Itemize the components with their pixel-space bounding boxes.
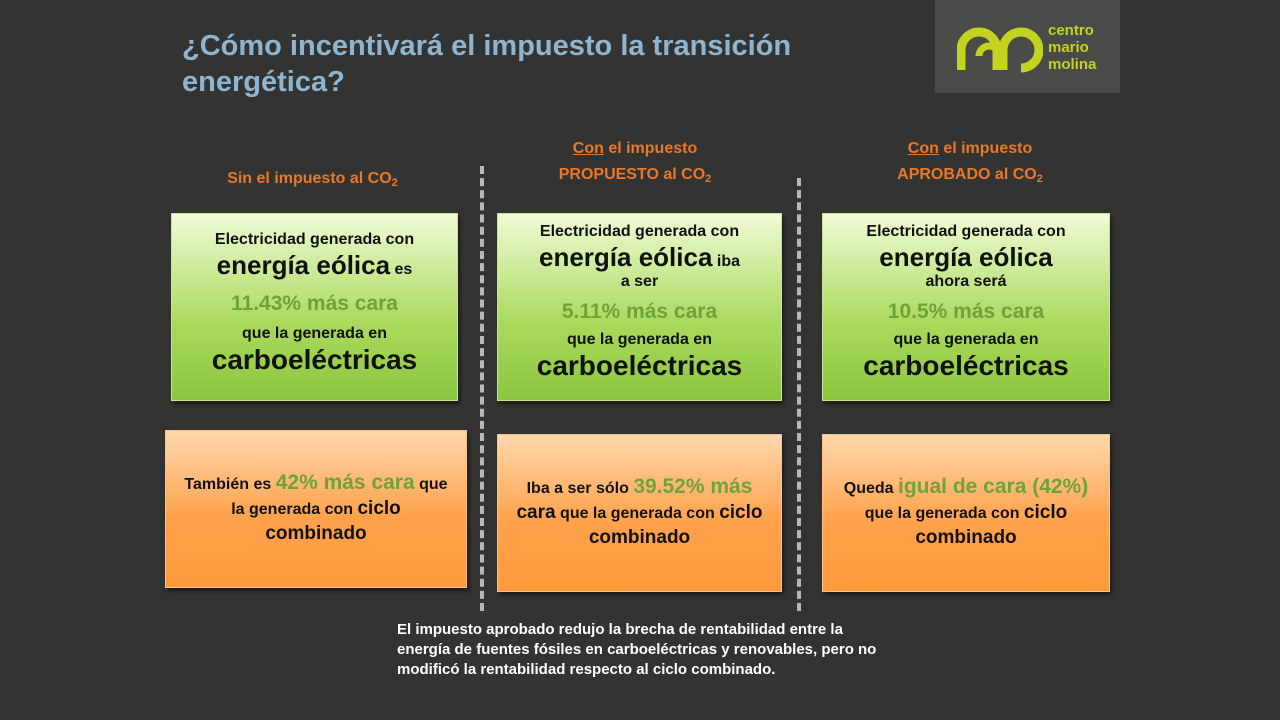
column-3-green-small: ahora será (925, 273, 1007, 290)
slide-title: ¿Cómo incentivará el impuesto la transic… (182, 30, 792, 98)
column-3-green-line1: Electricidad generada con (866, 223, 1066, 240)
column-3-heading-line2: APROBADO al CO (897, 166, 1037, 183)
column-2-green-small: a ser (620, 273, 659, 290)
column-3-heading: Con el impuesto APROBADO al CO2 (825, 136, 1115, 188)
column-2-orange-mid-big: cara (516, 502, 556, 523)
column-3-orange-text: Queda igual de cara (42%) que la generad… (823, 475, 1109, 551)
column-2-heading-sub: 2 (705, 173, 712, 185)
column-2-heading-line2: PROPUESTO al CO (558, 166, 706, 183)
column-2-orange-text: Iba a ser sólo 39.52% más cara que la ge… (498, 475, 781, 551)
column-2-green-line1: Electricidad generada con (539, 223, 740, 240)
column-2-heading-underlined: Con (572, 140, 604, 157)
column-1-green-line1: Electricidad generada con (214, 231, 415, 248)
column-1-green-after-big: es (394, 261, 413, 278)
column-1-green-pct: 11.43% más cara (231, 292, 398, 315)
column-1-heading-sub: 2 (391, 177, 398, 189)
centro-mario-molina-logo-icon (957, 27, 1043, 73)
conclusion-note: El impuesto aprobado redujo la brecha de… (397, 621, 877, 678)
column-3-green-last: carboeléctricas (863, 350, 1069, 381)
column-1-orange-mid: que la generada con (231, 476, 448, 518)
column-1-orange-green: 42% más cara (275, 471, 415, 494)
column-3-green-pct: 10.5% más cara (887, 300, 1045, 323)
column-2-green-last: carboeléctricas (536, 350, 743, 381)
column-1-green-line4: que la generada en (242, 325, 387, 342)
column-2-orange-big: ciclo combinado (588, 502, 763, 548)
column-3-combined-cycle-box: Queda igual de cara (42%) que la generad… (822, 434, 1110, 592)
column-1-orange-pre: También es (184, 476, 276, 493)
logo-line2: mario (1048, 39, 1089, 56)
column-3-heading-underlined: Con (907, 140, 939, 157)
column-3-heading-line1: el impuesto (938, 140, 1033, 157)
column-1-combined-cycle-box: También es 42% más cara que la generada … (165, 430, 467, 588)
column-3-orange-mid: que la generada con (864, 505, 1024, 522)
column-3-orange-pre: Queda (843, 480, 898, 497)
column-3-green-line4: que la generada en (893, 331, 1039, 348)
logo: centro mario molina (935, 0, 1120, 93)
column-2-green-big: energía eólica (539, 242, 713, 272)
column-1-green-last: carboeléctricas (211, 344, 418, 375)
column-3-orange-green: igual de cara (42%) (897, 475, 1089, 498)
column-2-green-line4: que la generada en (567, 331, 712, 348)
column-3-green-big: energía eólica (879, 242, 1053, 272)
column-2-orange-pre: Iba a ser sólo (526, 480, 634, 497)
logo-line3: molina (1048, 56, 1097, 73)
column-2-green-after-big: iba (716, 253, 740, 270)
column-1-green-big: energía eólica (216, 250, 391, 280)
separator-2 (797, 178, 801, 611)
logo-line1: centro (1048, 22, 1094, 39)
column-3-orange-big: ciclo combinado (915, 502, 1068, 548)
column-1-wind-cost-box: Electricidad generada con energía eólica… (171, 213, 458, 401)
column-3-wind-cost-box: Electricidad generada con energía eólica… (822, 213, 1110, 401)
column-2-green-pct: 5.11% más cara (561, 300, 718, 323)
column-2-orange-mid: que la generada con (555, 505, 720, 522)
column-1-heading: Sin el impuesto al CO2 (170, 166, 455, 192)
column-2-wind-cost-box: Electricidad generada con energía eólica… (497, 213, 782, 401)
column-1-orange-text: También es 42% más cara que la generada … (166, 471, 466, 547)
column-3-heading-sub: 2 (1036, 173, 1043, 185)
column-2-heading-line1: el impuesto (603, 140, 698, 157)
column-1-orange-big: ciclo combinado (265, 498, 401, 544)
column-2-orange-green: 39.52% más (633, 475, 753, 498)
column-1-heading-text: Sin el impuesto al CO (227, 170, 392, 187)
column-2-heading: Con el impuesto PROPUESTO al CO2 (495, 136, 775, 188)
column-2-combined-cycle-box: Iba a ser sólo 39.52% más cara que la ge… (497, 434, 782, 592)
separator-1 (480, 166, 484, 611)
logo-text: centro mario molina (1048, 22, 1096, 73)
